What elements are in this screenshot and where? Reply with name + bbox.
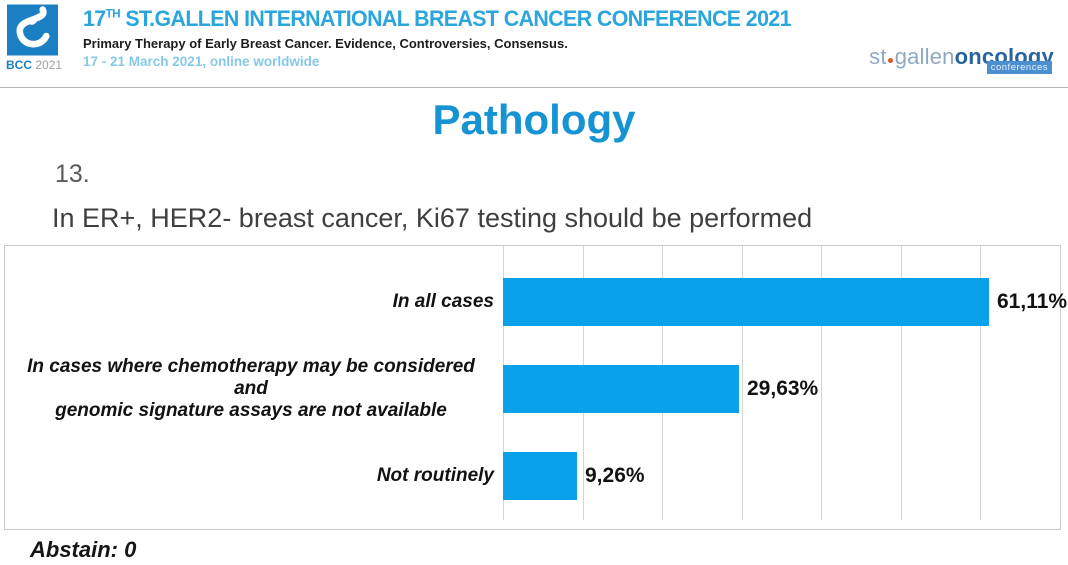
conference-title: 17TH ST.GALLEN INTERNATIONAL BREAST CANC… — [83, 6, 792, 31]
bar — [503, 278, 989, 326]
header-divider — [0, 87, 1068, 88]
stgallen-oncology-logo: st gallenoncology conferences — [869, 44, 1054, 74]
value-label: 61,11% — [997, 290, 1068, 313]
bcc-logo-icon — [7, 4, 58, 56]
bcc-logo-year: 2021 — [35, 58, 63, 72]
page-title: Pathology — [432, 96, 636, 143]
conference-header: BCC 2021 17TH ST.GALLEN INTERNATIONAL BR… — [0, 0, 1068, 87]
bcc-logo-caption: BCC 2021 — [6, 58, 76, 72]
abstain-count: Abstain: 0 — [30, 537, 137, 562]
header-text-block: 17TH ST.GALLEN INTERNATIONAL BREAST CANC… — [83, 6, 813, 69]
value-label: 9,26% — [585, 464, 645, 487]
gridline — [980, 246, 981, 520]
gridline — [742, 246, 743, 520]
gridline — [1060, 246, 1061, 520]
poll-results-chart: 61,11% 29,63% 9,26% In all cases In cases w… — [4, 245, 1067, 530]
conference-dates: 17 - 21 March 2021, online worldwide — [83, 54, 320, 69]
gridline — [821, 246, 822, 520]
bar — [503, 452, 577, 500]
logo-dot-icon — [887, 58, 893, 63]
conference-subtitle: Primary Therapy of Early Breast Cancer. … — [83, 36, 568, 51]
question-number: 13. — [55, 160, 90, 188]
stgallen-logo-st: st — [869, 44, 887, 69]
question-text: In ER+, HER2- breast cancer, Ki67 testin… — [52, 203, 813, 233]
bcc-logo-text: BCC — [6, 58, 32, 72]
category-label: In cases where chemotherapy may be consi… — [27, 356, 475, 421]
category-label: In all cases — [392, 291, 494, 313]
plot-area: 61,11% 29,63% 9,26% — [503, 246, 1067, 520]
category-label: Not routinely — [376, 465, 494, 487]
bar — [503, 365, 739, 413]
value-label: 29,63% — [747, 377, 819, 400]
stgallen-logo-gallen: gallen — [894, 44, 955, 69]
title-superscript: TH — [105, 6, 121, 21]
conferences-badge: conferences — [986, 61, 1052, 74]
gridline — [901, 246, 902, 520]
